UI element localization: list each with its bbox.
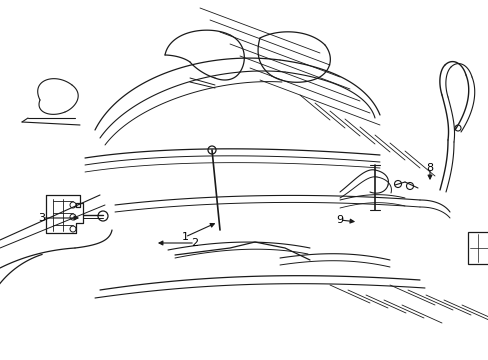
Text: 1: 1	[181, 232, 188, 242]
Text: 2: 2	[191, 238, 198, 248]
Text: 3: 3	[39, 213, 45, 223]
Circle shape	[207, 146, 216, 154]
Circle shape	[394, 180, 401, 188]
Circle shape	[406, 183, 413, 189]
Circle shape	[70, 226, 76, 232]
Circle shape	[70, 202, 76, 208]
Bar	[467, 232, 488, 264]
Text: 8: 8	[426, 163, 433, 173]
Circle shape	[98, 211, 108, 221]
Circle shape	[454, 125, 460, 131]
Text: 9: 9	[336, 215, 343, 225]
Circle shape	[70, 214, 76, 220]
